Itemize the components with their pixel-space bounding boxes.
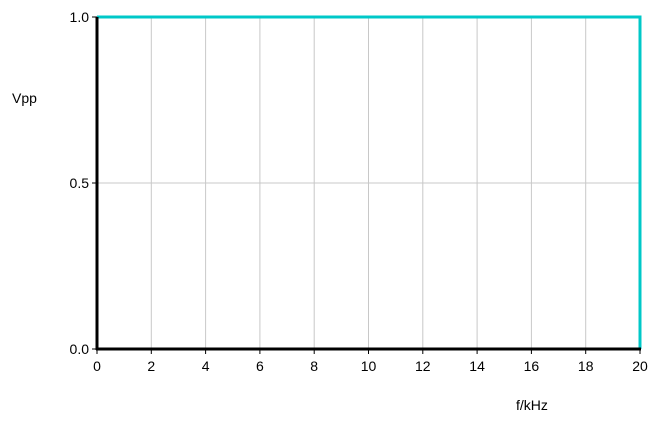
y-tick-label: 1.0 [70,9,90,25]
x-tick-label: 6 [256,358,264,374]
x-tick-label: 10 [361,358,377,374]
y-tick-label: 0.0 [70,341,90,357]
x-tick-label: 16 [524,358,540,374]
series-layer [97,15,642,349]
x-tick-label: 0 [93,358,101,374]
x-tick-label: 2 [147,358,155,374]
tick-labels: 0 2 4 6 8 10 12 14 16 18 20 0.0 0.5 1.0 [70,9,648,374]
x-tick-label: 20 [632,358,648,374]
grid [97,17,640,349]
x-tick-label: 14 [469,358,485,374]
y-tick-label: 0.5 [70,175,90,191]
x-tick-label: 4 [202,358,210,374]
x-axis-label: f/kHz [516,397,548,413]
y-axis-label: Vpp [12,90,37,106]
x-tick-label: 8 [310,358,318,374]
x-tick-label: 18 [578,358,594,374]
series-line [97,15,642,349]
x-tick-label: 12 [415,358,431,374]
axes [92,16,641,354]
